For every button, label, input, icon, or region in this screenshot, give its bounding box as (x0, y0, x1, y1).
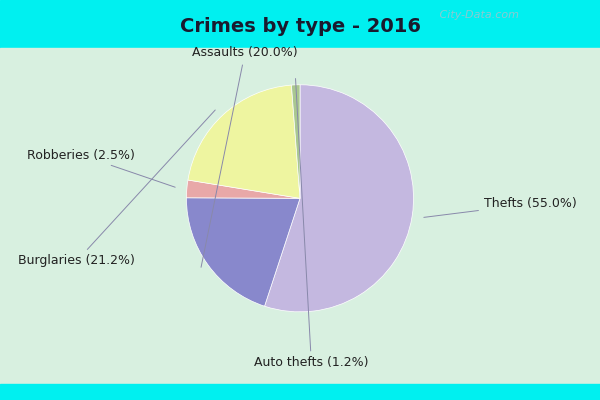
Wedge shape (187, 198, 300, 306)
Text: Burglaries (21.2%): Burglaries (21.2%) (19, 110, 215, 267)
Text: Thefts (55.0%): Thefts (55.0%) (424, 198, 577, 217)
Bar (0, 384, 600, 400)
Text: Assaults (20.0%): Assaults (20.0%) (192, 46, 298, 267)
Bar (0, 0, 600, 48)
Text: Crimes by type - 2016: Crimes by type - 2016 (179, 16, 421, 36)
Wedge shape (187, 180, 300, 198)
Text: Auto thefts (1.2%): Auto thefts (1.2%) (254, 78, 368, 370)
Wedge shape (265, 85, 413, 312)
Wedge shape (292, 85, 300, 198)
Wedge shape (188, 85, 300, 198)
Text: Robberies (2.5%): Robberies (2.5%) (28, 149, 175, 187)
Bar (0, 48, 600, 400)
Text: City-Data.com: City-Data.com (436, 10, 518, 20)
